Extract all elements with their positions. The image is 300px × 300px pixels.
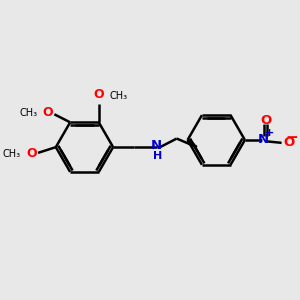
Text: −: − bbox=[286, 130, 298, 145]
Text: CH₃: CH₃ bbox=[3, 149, 21, 159]
Text: O: O bbox=[94, 88, 104, 101]
Text: H: H bbox=[153, 151, 162, 161]
Text: O: O bbox=[260, 114, 271, 127]
Text: O: O bbox=[42, 106, 53, 119]
Text: O: O bbox=[26, 147, 37, 160]
Text: N: N bbox=[258, 133, 269, 146]
Text: +: + bbox=[265, 128, 274, 138]
Text: N: N bbox=[151, 139, 162, 152]
Text: CH₃: CH₃ bbox=[110, 91, 128, 101]
Text: CH₃: CH₃ bbox=[19, 108, 37, 118]
Text: O: O bbox=[284, 136, 295, 149]
